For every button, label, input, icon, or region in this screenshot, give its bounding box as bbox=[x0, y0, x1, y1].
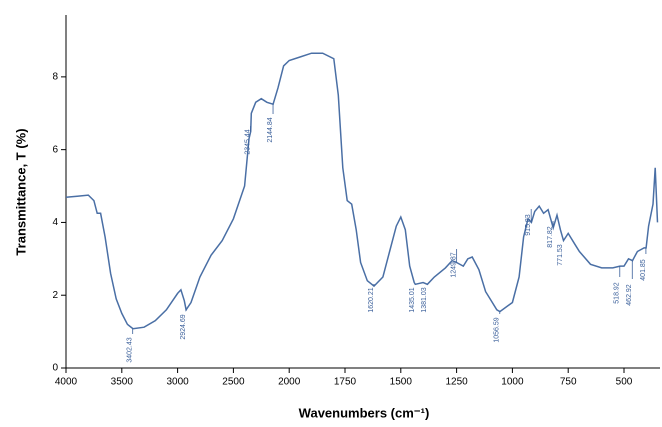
x-tick-label: 1750 bbox=[334, 377, 357, 388]
peak-label: 462.92 bbox=[626, 284, 633, 306]
y-axis-label: Transmittance, T (%) bbox=[13, 128, 28, 255]
x-tick-label: 2500 bbox=[222, 377, 245, 388]
peak-label: 2924.69 bbox=[180, 314, 187, 339]
y-tick-label: 2 bbox=[52, 290, 58, 301]
x-tick-label: 1500 bbox=[390, 377, 413, 388]
x-tick-label: 500 bbox=[616, 377, 633, 388]
y-tick-label: 8 bbox=[52, 72, 58, 83]
peak-label: 518.92 bbox=[614, 282, 621, 304]
x-axis-label: Wavenumbers (cm⁻¹) bbox=[299, 405, 430, 420]
peak-label: 1435.01 bbox=[409, 287, 416, 312]
x-tick-label: 4000 bbox=[55, 377, 78, 388]
peak-label: 1249.87 bbox=[450, 252, 457, 277]
x-tick-label: 3500 bbox=[111, 377, 134, 388]
x-tick-label: 3000 bbox=[166, 377, 189, 388]
y-tick-label: 0 bbox=[52, 363, 58, 374]
x-tick-label: 2000 bbox=[278, 377, 301, 388]
peak-label: 2345.44 bbox=[244, 129, 251, 154]
x-tick-label: 1250 bbox=[445, 377, 468, 388]
peak-label: 771.53 bbox=[557, 244, 564, 266]
peak-label: 1056.59 bbox=[494, 317, 501, 342]
x-tick-label: 1000 bbox=[501, 377, 524, 388]
x-tick-label: 750 bbox=[560, 377, 577, 388]
spectrum-line bbox=[65, 52, 659, 330]
peak-label: 817.82 bbox=[547, 226, 554, 248]
peak-label: 2144.84 bbox=[267, 117, 274, 142]
peak-label: 1381.03 bbox=[421, 287, 428, 312]
peak-label: 3402.43 bbox=[127, 337, 134, 362]
y-tick-label: 6 bbox=[52, 144, 58, 155]
peak-label: 401.85 bbox=[640, 259, 647, 281]
y-tick-label: 4 bbox=[52, 217, 58, 228]
peak-label: 915.83 bbox=[525, 214, 532, 236]
peak-label: 1620.21 bbox=[368, 287, 375, 312]
